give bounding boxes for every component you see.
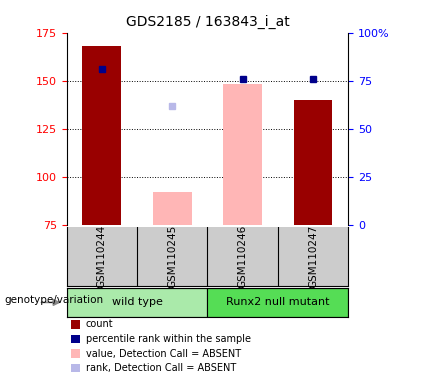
Text: rank, Detection Call = ABSENT: rank, Detection Call = ABSENT bbox=[86, 363, 236, 373]
Text: value, Detection Call = ABSENT: value, Detection Call = ABSENT bbox=[86, 349, 241, 359]
Text: GSM110247: GSM110247 bbox=[308, 225, 318, 288]
Text: GSM110244: GSM110244 bbox=[97, 225, 107, 288]
Text: count: count bbox=[86, 319, 113, 329]
Bar bbox=[153, 192, 192, 225]
Bar bbox=[207, 288, 348, 317]
Text: GSM110245: GSM110245 bbox=[167, 225, 177, 288]
Text: percentile rank within the sample: percentile rank within the sample bbox=[86, 334, 251, 344]
Title: GDS2185 / 163843_i_at: GDS2185 / 163843_i_at bbox=[126, 15, 289, 29]
Text: wild type: wild type bbox=[112, 297, 163, 308]
Bar bbox=[67, 288, 207, 317]
Text: Runx2 null mutant: Runx2 null mutant bbox=[226, 297, 330, 308]
Text: genotype/variation: genotype/variation bbox=[4, 295, 104, 306]
Bar bbox=[294, 100, 332, 225]
Text: GSM110246: GSM110246 bbox=[238, 225, 248, 288]
Bar bbox=[83, 46, 121, 225]
Bar bbox=[223, 84, 262, 225]
